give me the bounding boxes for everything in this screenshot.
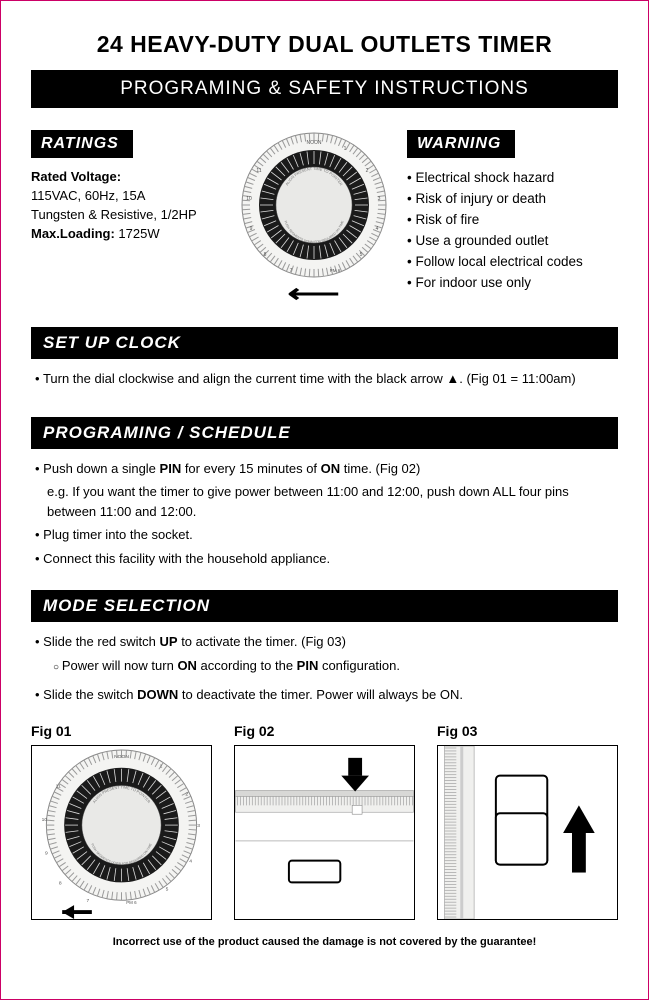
ratings-column: RATINGS Rated Voltage: 115VAC, 60Hz, 15A…	[31, 130, 221, 309]
warning-list: Electrical shock hazard Risk of injury o…	[407, 168, 618, 294]
warning-item: Risk of fire	[407, 210, 618, 231]
svg-text:PM 6: PM 6	[330, 268, 341, 273]
svg-text:1: 1	[344, 146, 347, 152]
programing-body: Push down a single PIN for every 15 minu…	[31, 459, 618, 569]
warning-item: Follow local electrical codes	[407, 252, 618, 273]
svg-text:1: 1	[160, 763, 163, 769]
warning-item: Electrical shock hazard	[407, 168, 618, 189]
ratings-body: Rated Voltage: 115VAC, 60Hz, 15A Tungste…	[31, 168, 221, 243]
svg-text:10: 10	[42, 817, 48, 823]
setup-clock-body: Turn the dial clockwise and align the cu…	[31, 369, 618, 389]
rotate-arrow-icon: ⟵	[288, 278, 340, 309]
fig01-dial-icon: NOON 1 2 3 4 5 PM 6 7 8 9 10 11 ALIGN PR…	[32, 746, 211, 919]
svg-text:9: 9	[45, 850, 48, 856]
fig-02-title: Fig 02	[234, 723, 415, 739]
fig03-switch-icon	[438, 746, 617, 919]
ratings-heading: RATINGS	[31, 130, 133, 158]
mode-line1: Slide the red switch UP to activate the …	[35, 632, 614, 652]
svg-text:8: 8	[264, 252, 267, 258]
warning-column: WARNING Electrical shock hazard Risk of …	[407, 130, 618, 309]
mode-line3: Slide the switch DOWN to deactivate the …	[35, 685, 614, 705]
svg-text:NOON: NOON	[307, 140, 322, 146]
svg-text:4: 4	[376, 226, 379, 232]
svg-text:NOON: NOON	[114, 753, 129, 759]
mode-heading: MODE SELECTION	[31, 590, 618, 622]
fig02-pins-icon	[235, 746, 414, 919]
svg-text:2: 2	[366, 168, 369, 174]
rated-voltage-line2: Tungsten & Resistive, 1/2HP	[31, 206, 221, 225]
setup-clock-heading: SET UP CLOCK	[31, 327, 618, 359]
svg-text:7: 7	[87, 898, 90, 904]
fig-03: Fig 03	[437, 723, 618, 920]
fig-02-box	[234, 745, 415, 920]
rated-voltage-line1: 115VAC, 60Hz, 15A	[31, 187, 221, 206]
warning-item: Use a grounded outlet	[407, 231, 618, 252]
svg-text:5: 5	[360, 252, 363, 258]
mode-line2: Power will now turn ON according to the …	[35, 656, 614, 676]
programing-line1: Push down a single PIN for every 15 minu…	[35, 459, 614, 479]
svg-text:11: 11	[256, 168, 261, 174]
fig-03-box	[437, 745, 618, 920]
top-row: RATINGS Rated Voltage: 115VAC, 60Hz, 15A…	[31, 130, 618, 309]
figures-row: Fig 01 NOON 1 2 3 4 5 PM 6 7 8 9 10 11	[31, 723, 618, 920]
fig-01: Fig 01 NOON 1 2 3 4 5 PM 6 7 8 9 10 11	[31, 723, 212, 920]
svg-text:2: 2	[185, 791, 188, 797]
mode-body: Slide the red switch UP to activate the …	[31, 632, 618, 705]
dial-column: NOON 1 2 3 4 5 PM 6 7 8 9 10 11 ALIGN PR…	[229, 130, 399, 309]
warning-heading: WARNING	[407, 130, 515, 158]
rated-voltage-label: Rated Voltage:	[31, 169, 121, 184]
subtitle-bar: PROGRAMING & SAFETY INSTRUCTIONS	[31, 70, 618, 108]
main-title: 24 HEAVY-DUTY DUAL OUTLETS TIMER	[31, 31, 618, 58]
timer-dial-icon: NOON 1 2 3 4 5 PM 6 7 8 9 10 11 ALIGN PR…	[239, 130, 389, 280]
programing-line2: e.g. If you want the timer to give power…	[35, 482, 614, 521]
warning-item: For indoor use only	[407, 273, 618, 294]
footer-note: Incorrect use of the product caused the …	[31, 936, 618, 948]
programing-line3: Plug timer into the socket.	[35, 525, 614, 545]
fig-03-title: Fig 03	[437, 723, 618, 739]
fig-02: Fig 02	[234, 723, 415, 920]
svg-text:10: 10	[246, 196, 252, 202]
fig-01-title: Fig 01	[31, 723, 212, 739]
svg-text:5: 5	[166, 886, 169, 892]
setup-clock-text: Turn the dial clockwise and align the cu…	[35, 369, 614, 389]
svg-text:3: 3	[378, 196, 381, 202]
warning-item: Risk of injury or death	[407, 189, 618, 210]
max-loading-value: 1725W	[118, 226, 159, 241]
max-loading-label: Max.Loading:	[31, 226, 115, 241]
svg-text:11: 11	[56, 783, 61, 789]
svg-text:7: 7	[290, 268, 293, 274]
svg-text:PM 6: PM 6	[126, 900, 137, 905]
programing-heading: PROGRAMING / SCHEDULE	[31, 417, 618, 449]
svg-text:8: 8	[59, 880, 62, 886]
fig-01-box: NOON 1 2 3 4 5 PM 6 7 8 9 10 11 ALIGN PR…	[31, 745, 212, 920]
svg-text:4: 4	[189, 858, 192, 864]
programing-line4: Connect this facility with the household…	[35, 549, 614, 569]
svg-text:9: 9	[250, 226, 253, 232]
svg-text:3: 3	[197, 823, 200, 829]
